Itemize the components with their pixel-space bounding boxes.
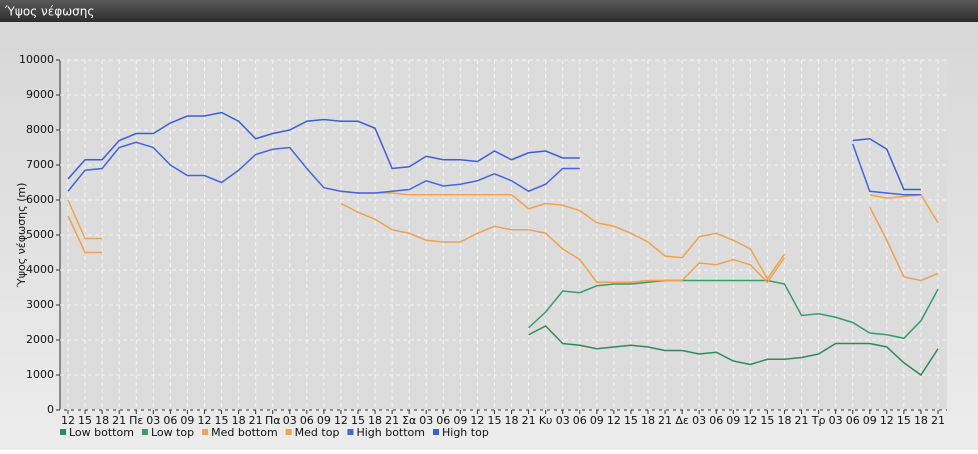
x-tick-label: Τρ (811, 414, 826, 427)
x-tick-label: 15 (351, 414, 365, 427)
chart-title: Ύψος νέφωσης (4, 5, 94, 19)
legend-swatch (141, 429, 148, 435)
series-line (67, 190, 939, 281)
legend-label: Low bottom (69, 426, 134, 439)
x-tick-label: 18 (914, 414, 928, 427)
x-tick-label: 15 (487, 414, 501, 427)
x-tick-label: 03 (419, 414, 433, 427)
x-tick-label: 18 (95, 414, 109, 427)
x-tick-label: Πα (265, 414, 281, 427)
x-tick-label: 12 (743, 414, 757, 427)
x-tick-label: 03 (146, 414, 160, 427)
x-tick-label: Κυ (539, 414, 553, 427)
x-tick-label: 15 (215, 414, 229, 427)
y-tick-label: 8000 (26, 123, 54, 136)
x-tick-label: 21 (249, 414, 263, 427)
x-tick-label: 12 (880, 414, 894, 427)
legend-swatch (347, 429, 354, 435)
series-line (67, 111, 921, 191)
x-tick-label: Σα (402, 414, 416, 427)
x-tick-label: 03 (283, 414, 297, 427)
y-tick-label: 7000 (26, 158, 54, 171)
x-tick-label: 03 (692, 414, 706, 427)
series-line (528, 325, 939, 377)
x-tick-label: 06 (163, 414, 177, 427)
series-line (67, 141, 921, 196)
y-tick-label: 5000 (26, 228, 54, 241)
y-tick-label: 2000 (26, 333, 54, 346)
legend-label: Low top (151, 426, 194, 439)
x-tick-label: 06 (709, 414, 723, 427)
x-tick-label: 06 (300, 414, 314, 427)
x-tick-label: 21 (658, 414, 672, 427)
x-tick-label: Δε (675, 414, 689, 427)
x-tick-label: 12 (334, 414, 348, 427)
x-tick-label: 21 (522, 414, 536, 427)
series-line (528, 279, 939, 340)
x-tick-label: 15 (760, 414, 774, 427)
legend-label: Med bottom (211, 426, 278, 439)
y-tick-label: 6000 (26, 193, 54, 206)
x-tick-label: 09 (590, 414, 604, 427)
x-tick-label: 15 (897, 414, 911, 427)
x-tick-label: 06 (573, 414, 587, 427)
x-tick-label: 09 (726, 414, 740, 427)
x-tick-label: 09 (453, 414, 467, 427)
legend-swatch (202, 429, 209, 435)
y-tick-label: 3000 (26, 298, 54, 311)
x-tick-label: 21 (385, 414, 399, 427)
y-axis-label: Ύψος νέφωσης (m) (15, 183, 28, 289)
y-tick-label: 9000 (26, 88, 54, 101)
y-tick-label: 10000 (19, 53, 54, 66)
legend-swatch (433, 429, 439, 435)
x-tick-label: 12 (197, 414, 211, 427)
x-tick-label: 18 (777, 414, 791, 427)
x-tick-label: 12 (607, 414, 621, 427)
x-tick-label: 18 (232, 414, 246, 427)
x-tick-label: 21 (112, 414, 126, 427)
legend-swatch (60, 429, 66, 435)
legend-label: High top (442, 426, 489, 439)
x-tick-label: 06 (846, 414, 860, 427)
x-tick-label: 18 (368, 414, 382, 427)
x-tick-label: 21 (931, 414, 945, 427)
x-tick-label: 09 (180, 414, 194, 427)
x-tick-label: 18 (505, 414, 519, 427)
x-tick-label: 12 (61, 414, 75, 427)
x-tick-label: 03 (556, 414, 570, 427)
x-tick-label: 06 (436, 414, 450, 427)
legend-swatch (285, 429, 292, 435)
y-tick-label: 4000 (26, 263, 54, 276)
y-tick-label: 1000 (26, 368, 54, 381)
legend-label: High bottom (356, 426, 425, 439)
series-line (67, 202, 939, 284)
title-bar (0, 0, 978, 22)
x-tick-label: 18 (641, 414, 655, 427)
x-tick-label: 15 (624, 414, 638, 427)
x-tick-label: 15 (78, 414, 92, 427)
y-tick-label: 0 (47, 403, 54, 416)
x-tick-label: 21 (795, 414, 809, 427)
x-tick-label: 03 (829, 414, 843, 427)
x-tick-label: Πε (129, 414, 143, 427)
legend-label: Med top (295, 426, 340, 439)
x-tick-label: 09 (317, 414, 331, 427)
x-tick-label: 09 (863, 414, 877, 427)
x-tick-label: 12 (470, 414, 484, 427)
